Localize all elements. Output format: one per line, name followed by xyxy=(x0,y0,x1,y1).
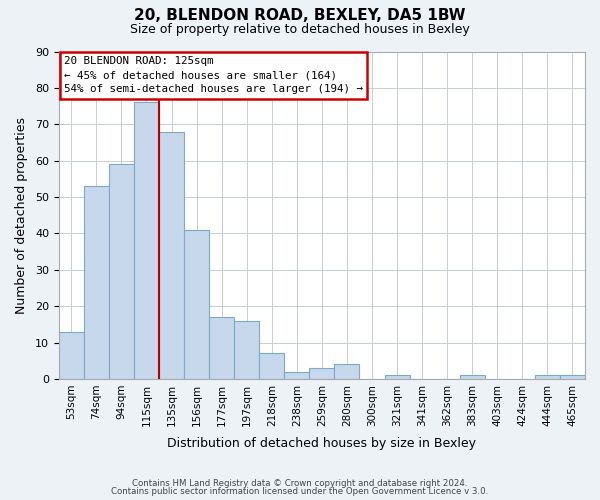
Bar xyxy=(334,364,359,379)
Bar xyxy=(310,368,334,379)
Bar xyxy=(385,376,410,379)
Bar xyxy=(134,102,159,379)
Text: Contains HM Land Registry data © Crown copyright and database right 2024.: Contains HM Land Registry data © Crown c… xyxy=(132,478,468,488)
Bar xyxy=(159,132,184,379)
Bar xyxy=(59,332,84,379)
Bar xyxy=(109,164,134,379)
Bar xyxy=(234,320,259,379)
Bar xyxy=(209,317,234,379)
Bar xyxy=(460,376,485,379)
Bar xyxy=(535,376,560,379)
Text: 20 BLENDON ROAD: 125sqm
← 45% of detached houses are smaller (164)
54% of semi-d: 20 BLENDON ROAD: 125sqm ← 45% of detache… xyxy=(64,56,363,94)
Bar xyxy=(259,354,284,379)
Bar xyxy=(184,230,209,379)
X-axis label: Distribution of detached houses by size in Bexley: Distribution of detached houses by size … xyxy=(167,437,476,450)
Bar xyxy=(84,186,109,379)
Text: 20, BLENDON ROAD, BEXLEY, DA5 1BW: 20, BLENDON ROAD, BEXLEY, DA5 1BW xyxy=(134,8,466,22)
Bar xyxy=(560,376,585,379)
Text: Contains public sector information licensed under the Open Government Licence v : Contains public sector information licen… xyxy=(112,487,488,496)
Bar xyxy=(284,372,310,379)
Text: Size of property relative to detached houses in Bexley: Size of property relative to detached ho… xyxy=(130,22,470,36)
Y-axis label: Number of detached properties: Number of detached properties xyxy=(15,116,28,314)
